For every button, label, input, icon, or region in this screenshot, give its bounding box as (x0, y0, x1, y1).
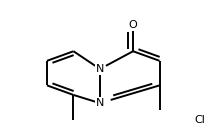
Text: O: O (129, 20, 137, 30)
Text: N: N (96, 64, 104, 74)
Text: Cl: Cl (195, 115, 206, 125)
Text: N: N (96, 98, 104, 108)
